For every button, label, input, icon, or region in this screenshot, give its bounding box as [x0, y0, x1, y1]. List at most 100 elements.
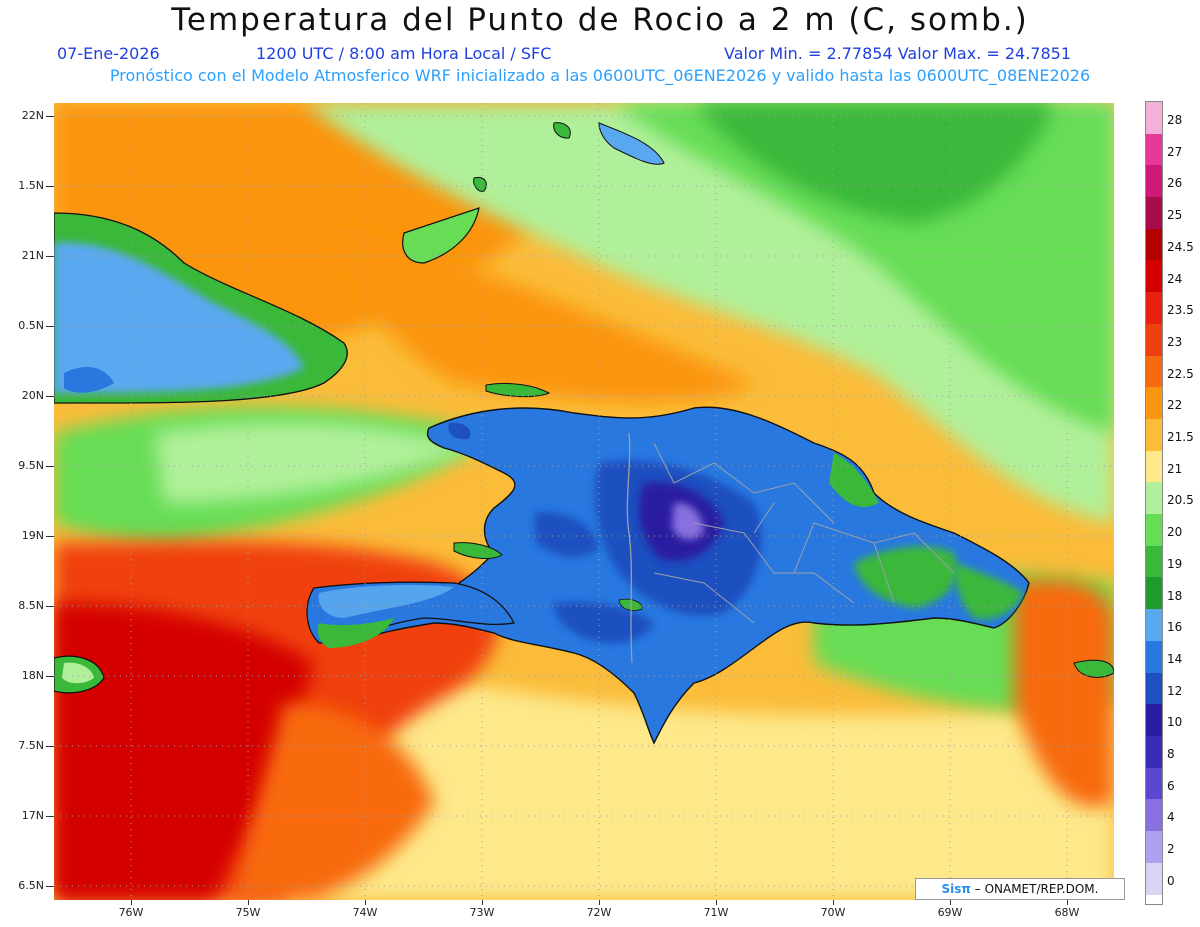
legend-label: 24: [1167, 271, 1183, 286]
legend-swatch: [1146, 704, 1162, 737]
min-max-values: Valor Min. = 2.77854 Valor Max. = 24.785…: [724, 44, 1072, 63]
lat-label: 8.5N: [18, 599, 44, 612]
legend-swatch: [1146, 355, 1162, 388]
color-legend: [1145, 101, 1163, 905]
legend-label: 19: [1167, 556, 1183, 571]
lon-label: 75W: [235, 906, 261, 919]
legend-label: 23: [1167, 334, 1183, 349]
legend-label: 6: [1167, 778, 1175, 793]
legend-label: 21.5: [1167, 430, 1194, 445]
legend-label: 4: [1167, 810, 1175, 825]
lon-label: 73W: [469, 906, 495, 919]
field-lightgreen-windward: [154, 422, 474, 503]
legend-label: 26: [1167, 176, 1183, 191]
south-haiti-green: [317, 618, 394, 648]
lon-tick: [1067, 900, 1068, 905]
legend-swatch: [1146, 450, 1162, 483]
lon-tick: [716, 900, 717, 905]
lon-label: 70W: [820, 906, 846, 919]
lat-tick: [46, 606, 54, 607]
lat-label: 21N: [21, 249, 44, 262]
sierra-bahoruco: [553, 601, 654, 643]
legend-swatch: [1146, 228, 1162, 261]
legend-label: 24.5: [1167, 239, 1194, 254]
legend-label: 2: [1167, 842, 1175, 857]
province-borders: [653, 442, 955, 624]
south-coast-light: [318, 585, 454, 618]
lon-tick: [248, 900, 249, 905]
gonave-island: [453, 542, 503, 559]
lon-tick: [950, 900, 951, 905]
legend-label: 10: [1167, 715, 1183, 730]
lat-label: 0.5N: [18, 319, 44, 332]
legend-swatch: [1146, 862, 1162, 895]
legend-label: 25: [1167, 208, 1183, 223]
legend-swatch: [1146, 292, 1162, 325]
legend-label: 16: [1167, 620, 1183, 635]
credit-text: – ONAMET/REP.DOM.: [974, 882, 1099, 896]
lat-label: 7.5N: [18, 739, 44, 752]
legend-swatch: [1146, 735, 1162, 769]
lat-label: 9.5N: [18, 459, 44, 472]
lat-tick: [46, 466, 54, 467]
caicos-islands: [598, 122, 665, 165]
legend-label: 21: [1167, 461, 1183, 476]
mayaguana: [553, 122, 571, 139]
legend-label: 12: [1167, 683, 1183, 698]
tortuga-island: [485, 382, 551, 398]
forecast-date: 07-Ene-2026: [57, 44, 160, 63]
haiti-dr-border: [626, 432, 633, 664]
field-darkred-sw: [54, 603, 314, 900]
field-yellow-se: [254, 663, 1114, 900]
field-darkgreen-ne: [694, 103, 1054, 223]
lat-label: 6.5N: [18, 879, 44, 892]
model-description: Pronóstico con el Modelo Atmosferico WRF…: [109, 66, 1091, 85]
legend-swatch: [1146, 831, 1162, 864]
lat-tick: [46, 116, 54, 117]
lat-label: 1.5N: [18, 179, 44, 192]
legend-swatch: [1146, 102, 1162, 135]
legend-swatch: [1146, 577, 1162, 610]
lat-tick: [46, 256, 54, 257]
cuba-low: [64, 367, 114, 393]
jamaica-interior: [62, 662, 94, 684]
credit-box: Sisπ – ONAMET/REP.DOM.: [915, 878, 1125, 900]
lon-tick: [482, 900, 483, 905]
lon-tick: [365, 900, 366, 905]
legend-label: 18: [1167, 588, 1183, 603]
dewpoint-map-svg: [54, 103, 1114, 900]
legend-swatch: [1146, 418, 1162, 452]
field-orange-s: [234, 703, 434, 900]
legend-swatch: [1146, 165, 1162, 198]
legend-swatch: [1146, 387, 1162, 420]
legend-label: 23.5: [1167, 303, 1194, 318]
far-east-green: [954, 563, 1024, 620]
lon-label: 68W: [1054, 906, 1080, 919]
lat-tick: [46, 676, 54, 677]
field-orange-n: [334, 223, 754, 402]
lat-tick: [46, 396, 54, 397]
lon-label: 72W: [586, 906, 612, 919]
graticule: [54, 103, 1114, 900]
legend-label: 14: [1167, 651, 1183, 666]
legend-swatch: [1146, 133, 1162, 166]
lat-label: 20N: [21, 389, 44, 402]
legend-label: 8: [1167, 747, 1175, 761]
lon-label: 71W: [703, 906, 729, 919]
lat-tick: [46, 816, 54, 817]
legend-swatch: [1146, 323, 1162, 357]
field-orange-east: [1014, 579, 1114, 807]
mona-island: [1073, 659, 1114, 678]
lon-label: 74W: [352, 906, 378, 919]
nw-haiti-cold: [448, 422, 471, 440]
east-dr-green: [854, 546, 957, 608]
legend-swatch: [1146, 545, 1162, 578]
lon-tick: [599, 900, 600, 905]
legend-label: 27: [1167, 144, 1183, 159]
lat-tick: [46, 886, 54, 887]
lon-label: 76W: [118, 906, 144, 919]
lat-label: 19N: [21, 529, 44, 542]
dewpoint-map: [54, 103, 1114, 900]
chart-title: Temperatura del Punto de Rocio a 2 m (C,…: [171, 2, 1029, 38]
massif-nord: [534, 512, 599, 558]
